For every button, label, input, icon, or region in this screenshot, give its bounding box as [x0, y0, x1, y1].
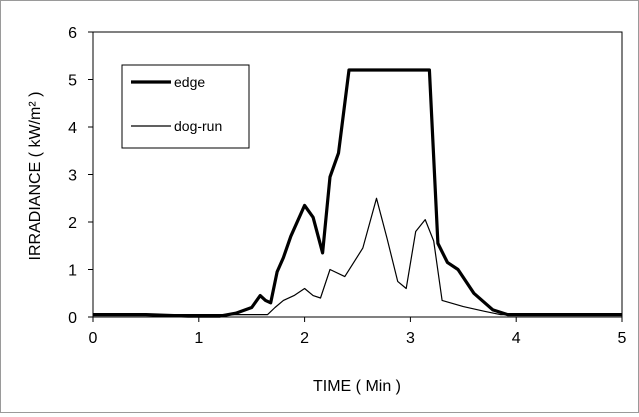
series-line-dog-run — [93, 197, 622, 316]
y-tick-label: 0 — [68, 310, 77, 327]
x-tick-label: 2 — [300, 330, 309, 347]
y-tick-label: 1 — [68, 263, 77, 280]
x-tick-label: 1 — [194, 330, 203, 347]
y-tick-label: 2 — [68, 215, 77, 232]
legend: edge dog-run — [121, 64, 250, 149]
y-tick-label: 6 — [68, 25, 77, 42]
x-tick-label: 5 — [618, 330, 627, 347]
x-tick-label: 3 — [406, 330, 415, 347]
x-tick-label: 4 — [512, 330, 521, 347]
legend-label-edge: edge — [174, 74, 205, 90]
y-tick-label: 4 — [68, 120, 77, 137]
series-line-edge — [93, 68, 622, 318]
legend-label-dog-run: dog-run — [174, 118, 222, 134]
legend-box — [121, 64, 250, 149]
y-tick-label: 3 — [68, 168, 77, 185]
x-tick-label: 0 — [89, 330, 98, 347]
series-lines — [93, 68, 622, 318]
x-axis-title: TIME ( Min ) — [313, 378, 401, 395]
axis-ticks: 0 1 2 3 4 5 0 1 2 3 4 5 6 — [68, 25, 626, 347]
y-axis-title: IRRADIANCE ( kW/m² ) — [27, 92, 44, 261]
y-tick-label: 5 — [68, 73, 77, 90]
